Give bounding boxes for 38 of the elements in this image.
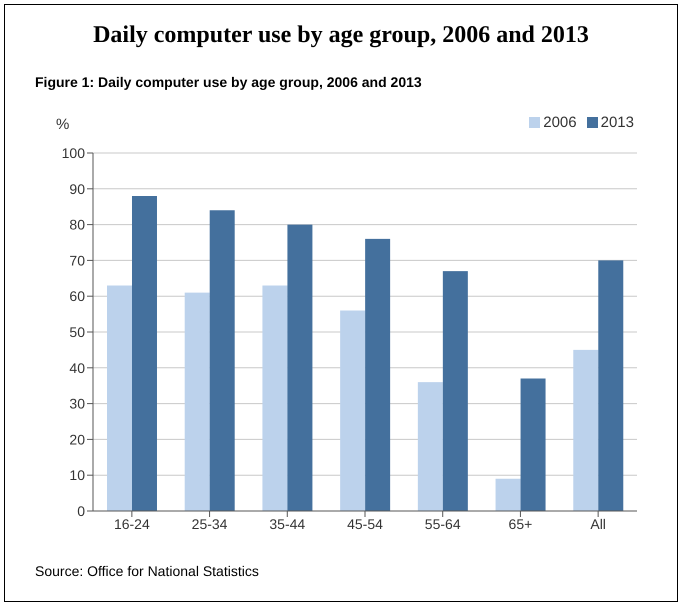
x-tick-label: 45-54 (347, 516, 384, 532)
bar (340, 310, 366, 511)
bar (573, 350, 598, 511)
y-tick-label: 70 (69, 252, 86, 268)
bar (496, 478, 521, 511)
bar (598, 260, 624, 511)
bar (442, 271, 468, 511)
y-tick-label: 20 (69, 431, 86, 448)
chart-subtitle: Figure 1: Daily computer use by age group, 2006 and 2013 (35, 74, 422, 90)
y-tick-label: 40 (69, 360, 86, 376)
bar (184, 292, 210, 511)
bar (132, 196, 157, 511)
x-tick-label: 16-24 (114, 516, 150, 532)
bar (262, 285, 288, 511)
chart-title: Daily computer use by age group, 2006 and 2013 (92, 22, 590, 49)
source-note: Source: Office for National Statistics (35, 563, 259, 579)
bar (106, 285, 132, 511)
y-tick-label: 100 (62, 144, 86, 161)
legend-label: 2006 (543, 114, 577, 131)
x-tick-label: All (590, 516, 606, 532)
bar (418, 382, 443, 511)
y-tick-label: 90 (69, 180, 86, 197)
y-tick-label: 80 (69, 216, 86, 233)
y-tick-label: 10 (69, 467, 86, 484)
bar (287, 224, 312, 511)
bar (210, 210, 235, 511)
x-tick-label: 35-44 (269, 516, 306, 532)
bar (520, 378, 546, 511)
y-tick-label: 30 (69, 396, 86, 412)
y-axis-title: % (56, 116, 70, 133)
x-tick-label: 55-64 (424, 516, 461, 532)
x-tick-label: 25-34 (192, 516, 228, 532)
bar (365, 238, 390, 511)
y-tick-label: 50 (69, 324, 86, 340)
y-tick-label: 0 (77, 502, 86, 519)
y-tick-label: 60 (69, 288, 86, 304)
x-tick-label: 65+ (508, 516, 532, 532)
legend-label: 2013 (600, 114, 634, 131)
